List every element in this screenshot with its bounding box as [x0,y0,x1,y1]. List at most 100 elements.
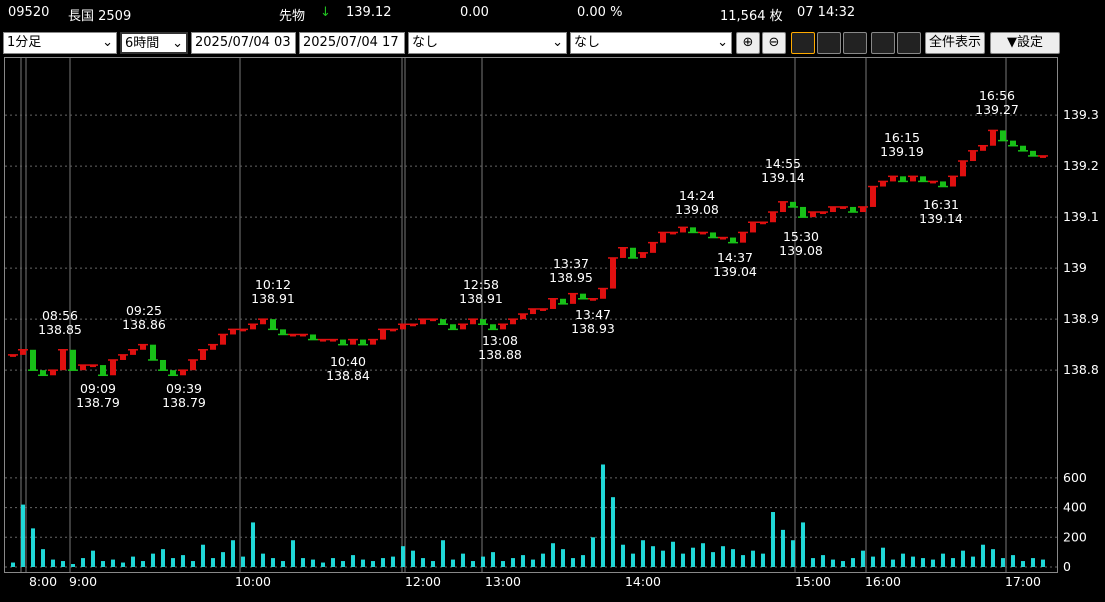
y-tick-label: 139.1 [1063,209,1099,224]
candle-body [850,206,856,213]
line-mode[interactable] [817,32,841,54]
show-all-button[interactable]: 全件表示 [925,32,985,54]
candle-body [890,176,896,182]
annotation-price: 138.85 [38,322,82,337]
volume-bar [441,540,445,567]
indicator1-select[interactable]: なし ⌄ [408,32,567,54]
candle-body [310,334,316,340]
candle-body [910,176,916,182]
volume-bar [921,558,925,567]
cursor-tool[interactable] [871,32,895,54]
candle-body [950,176,956,187]
to-input[interactable]: 2025/07/04 17 [299,32,405,54]
indicator1: なし [412,35,439,50]
period-select[interactable]: 1分足 ⌄ [3,32,117,54]
volume-bar [991,549,995,567]
annotation-time: 16:15 [884,130,920,145]
volume-bar [131,556,135,567]
annotation-price: 138.84 [326,368,370,383]
indicator2-select[interactable]: なし ⌄ [570,32,732,54]
candle-body [360,339,366,345]
volume-bar [391,556,395,567]
candle-body [100,365,106,376]
candle-body [140,344,146,350]
change: 0.00 [460,5,489,20]
volume-bar [21,504,25,567]
candle-body [780,201,786,213]
annotation-price: 138.93 [571,321,615,336]
candle-body [930,181,936,184]
candle-body [640,252,646,258]
volume-bar [281,561,285,567]
volume-bar [641,540,645,567]
annotation-time: 13:37 [553,256,589,271]
volume-bar [981,544,985,567]
candle-body [410,324,416,327]
candle-body [480,319,486,325]
volume-bar [341,561,345,567]
annotation-price: 138.91 [251,291,295,306]
from-input[interactable]: 2025/07/04 03 [191,32,296,54]
candle-body [840,206,846,209]
candle-body [250,324,256,330]
volume-bar [501,561,505,567]
zoom-in[interactable]: ⊕ [736,32,760,54]
candle-body [860,206,866,213]
volume-bar [941,553,945,567]
volume-bar [731,549,735,567]
candle-body [620,247,626,258]
y2-tick-label: 600 [1063,470,1087,485]
draw-tool[interactable] [897,32,921,54]
code: 09520 [8,5,50,20]
volume-bar [761,553,765,567]
candle-body [650,242,656,253]
candle-body [810,212,816,218]
candle-body [590,298,596,301]
volume-bar [971,556,975,567]
annotation-time: 14:55 [765,156,801,171]
annotation-price: 138.79 [162,395,206,410]
volume-bar [121,562,125,567]
to: 2025/07/04 17 [303,35,399,50]
volume-bar [1001,558,1005,567]
zoom-out[interactable]: ⊖ [762,32,786,54]
candle-body [440,319,446,325]
candle-body [330,339,336,342]
annotation-price: 139.08 [675,202,719,217]
x-tick-label: 10:00 [235,574,271,589]
settings-button[interactable]: ▼設定 [990,32,1060,54]
volume-bar [1011,555,1015,567]
candle-mode[interactable] [791,32,815,54]
candle-body [980,145,986,151]
volume-bar [561,549,565,567]
annotation-time: 08:56 [42,308,78,323]
volume-bar [421,558,425,567]
volume-bar [521,555,525,567]
volume-bar [31,528,35,567]
span-select[interactable]: 6時間 ⌄ [120,32,188,54]
annotation-price: 139.08 [779,243,823,258]
bar-mode[interactable] [843,32,867,54]
x-tick-label: 16:00 [865,574,901,589]
candle-body [530,308,536,315]
candle-body [80,365,86,371]
candle-body [270,319,276,330]
annotation-time: 13:47 [575,307,611,322]
candle-body [190,359,196,371]
candle-body [180,370,186,376]
annotation-time: 15:30 [783,229,819,244]
x-tick-label: 12:00 [405,574,441,589]
annotation-price: 138.86 [122,317,166,332]
y2-tick-label: 400 [1063,500,1087,515]
volume-bar [671,541,675,567]
volume-bar [701,543,705,567]
candle-body [770,212,776,223]
volume-bar [901,553,905,567]
y-tick-label: 139.3 [1063,107,1099,122]
candle-body [120,354,126,360]
volume-bar [331,558,335,567]
candle-body [50,370,56,376]
volume-bar [301,558,305,567]
volume-bar [721,546,725,567]
